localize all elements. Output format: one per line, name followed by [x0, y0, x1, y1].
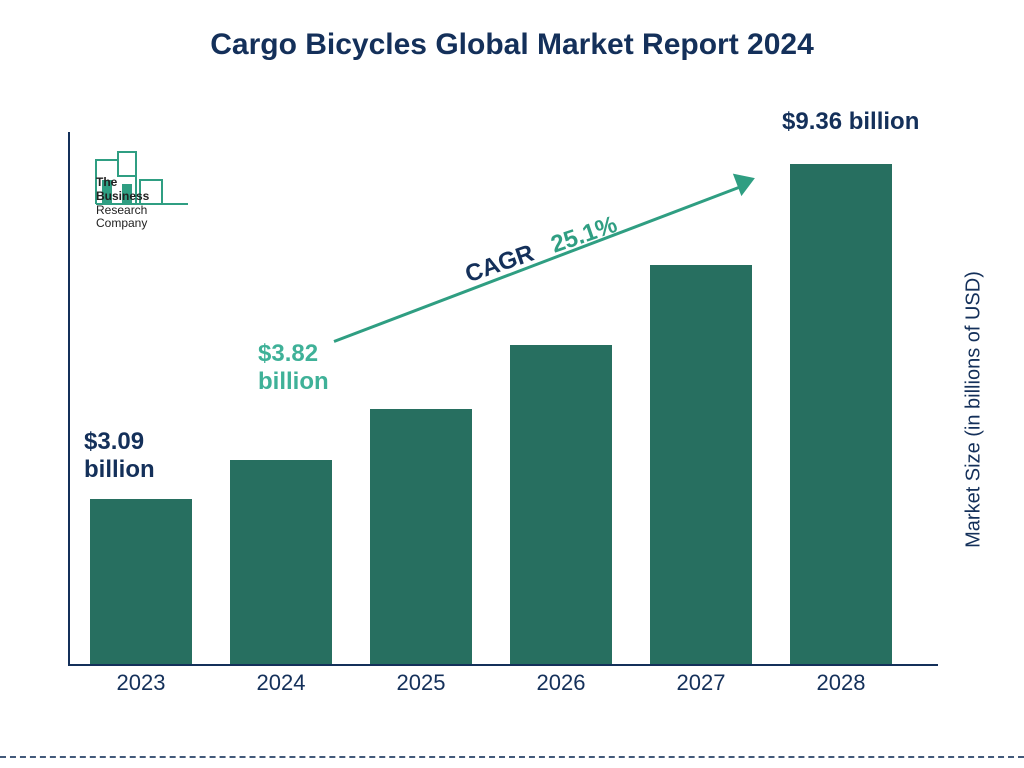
bar-2023 — [90, 499, 192, 664]
bar-2024 — [230, 460, 332, 664]
callout-0: $3.09billion — [84, 428, 155, 483]
callout-1: $3.82billion — [258, 340, 329, 395]
x-tick-2024: 2024 — [230, 670, 332, 696]
bar-2025 — [370, 409, 472, 664]
x-tick-2027: 2027 — [650, 670, 752, 696]
page-title: Cargo Bicycles Global Market Report 2024 — [0, 28, 1024, 62]
x-tick-2025: 2025 — [370, 670, 472, 696]
bottom-divider — [0, 756, 1024, 758]
bar-2028 — [790, 164, 892, 664]
y-axis-label: Market Size (in billions of USD) — [963, 250, 986, 570]
bar-2027 — [650, 265, 752, 664]
x-axis — [68, 664, 938, 666]
y-axis — [68, 132, 70, 666]
page-root: Cargo Bicycles Global Market Report 2024… — [0, 0, 1024, 768]
x-tick-2026: 2026 — [510, 670, 612, 696]
x-tick-2023: 2023 — [90, 670, 192, 696]
callout-2: $9.36 billion — [782, 108, 919, 136]
x-tick-2028: 2028 — [790, 670, 892, 696]
bar-chart: 202320242025202620272028 Market Size (in… — [68, 130, 938, 690]
bar-2026 — [510, 345, 612, 664]
